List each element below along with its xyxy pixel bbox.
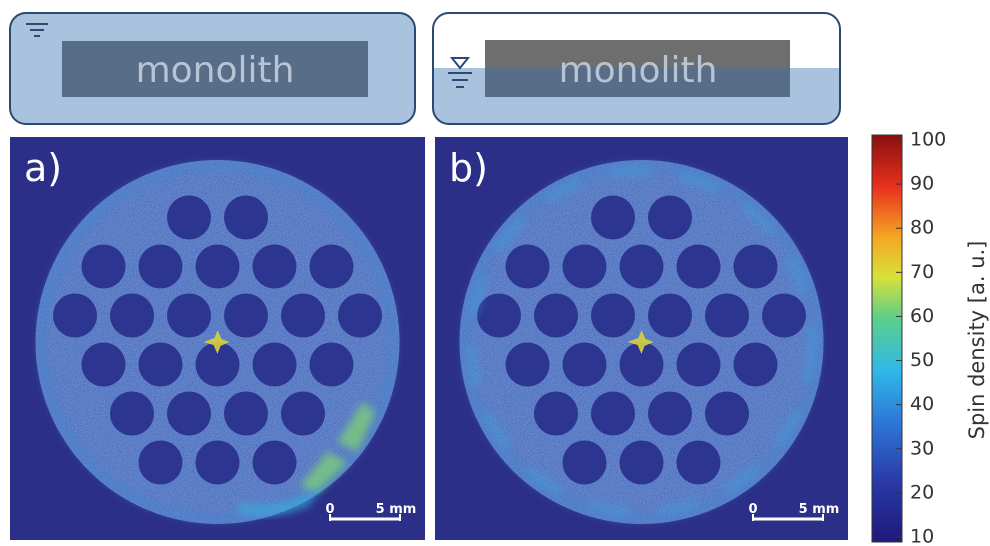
channel bbox=[167, 392, 211, 436]
channel bbox=[677, 441, 721, 485]
channel bbox=[224, 392, 268, 436]
channel bbox=[534, 294, 578, 338]
colorbar-tick-label: 20 bbox=[910, 481, 934, 503]
channel bbox=[563, 441, 607, 485]
channel bbox=[167, 294, 211, 338]
channel bbox=[705, 392, 749, 436]
channel bbox=[620, 245, 664, 289]
channel bbox=[224, 196, 268, 240]
channel bbox=[82, 245, 126, 289]
schematic-a: monolith bbox=[10, 13, 415, 124]
scale-bar-start: 0 bbox=[748, 502, 757, 517]
channel bbox=[648, 392, 692, 436]
channel bbox=[338, 294, 382, 338]
channel bbox=[53, 294, 97, 338]
scale-bar-end-label: 5 mm bbox=[376, 502, 417, 517]
colorbar-tick-label: 30 bbox=[910, 437, 934, 459]
schematic-b: monolith bbox=[433, 13, 840, 124]
mri-panel: a) 0 5 mm bbox=[10, 137, 425, 540]
channel bbox=[648, 294, 692, 338]
channel bbox=[253, 441, 297, 485]
channel bbox=[110, 392, 154, 436]
channel bbox=[734, 245, 778, 289]
colorbar bbox=[872, 135, 902, 542]
figure: monolith monolith a) 0 5 mm b) 0 5 mm 10 20 30 4… bbox=[0, 0, 990, 546]
channel bbox=[563, 343, 607, 387]
channel bbox=[110, 294, 154, 338]
channel bbox=[563, 245, 607, 289]
channel bbox=[762, 294, 806, 338]
monolith-label: monolith bbox=[136, 50, 295, 91]
scale-bar-start: 0 bbox=[325, 502, 334, 517]
panel-label: a) bbox=[24, 146, 62, 190]
channel bbox=[506, 343, 550, 387]
channel bbox=[310, 245, 354, 289]
colorbar-tick-label: 40 bbox=[910, 393, 934, 415]
colorbar-tick-label: 80 bbox=[910, 217, 934, 239]
channel bbox=[139, 245, 183, 289]
colorbar-tick-label: 60 bbox=[910, 305, 934, 327]
channel bbox=[734, 343, 778, 387]
channel bbox=[677, 343, 721, 387]
channel bbox=[281, 294, 325, 338]
channel bbox=[281, 392, 325, 436]
channel bbox=[591, 392, 635, 436]
colorbar-tick-label: 50 bbox=[910, 349, 934, 371]
channel bbox=[534, 392, 578, 436]
channel bbox=[677, 245, 721, 289]
scale-bar-end-label: 5 mm bbox=[799, 502, 840, 517]
channel bbox=[310, 343, 354, 387]
colorbar-tick-label: 10 bbox=[910, 526, 934, 546]
channel bbox=[477, 294, 521, 338]
mri-panel: b) 0 5 mm bbox=[435, 137, 848, 540]
channel bbox=[620, 441, 664, 485]
channel bbox=[591, 294, 635, 338]
channel bbox=[224, 294, 268, 338]
channel bbox=[591, 196, 635, 240]
channel bbox=[196, 441, 240, 485]
channel bbox=[506, 245, 550, 289]
channel bbox=[82, 343, 126, 387]
channel bbox=[139, 441, 183, 485]
colorbar-tick-label: 100 bbox=[910, 129, 946, 151]
panel-label: b) bbox=[449, 146, 488, 190]
channel bbox=[648, 196, 692, 240]
colorbar-title: Spin density [a. u.] bbox=[965, 241, 989, 440]
channel bbox=[253, 245, 297, 289]
channel bbox=[139, 343, 183, 387]
channel bbox=[705, 294, 749, 338]
channel bbox=[253, 343, 297, 387]
channel bbox=[196, 245, 240, 289]
colorbar-tick-label: 90 bbox=[910, 173, 934, 195]
channel bbox=[167, 196, 211, 240]
colorbar-tick-label: 70 bbox=[910, 261, 934, 283]
monolith-label: monolith bbox=[559, 50, 718, 91]
